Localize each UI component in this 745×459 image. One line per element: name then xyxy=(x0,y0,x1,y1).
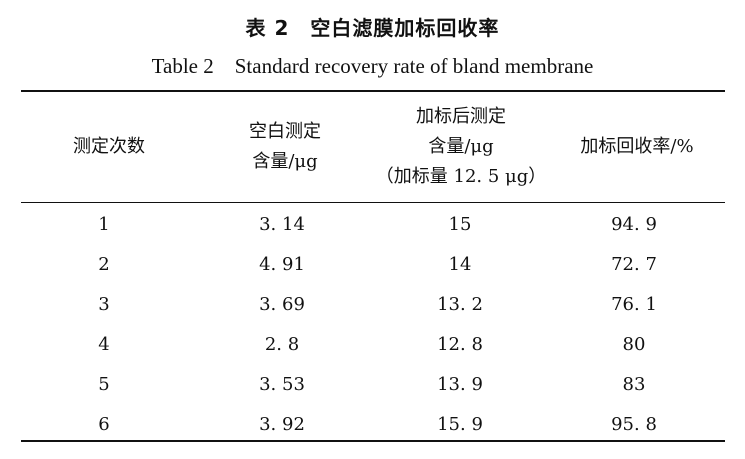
table-cell: 4. 91 xyxy=(259,253,305,275)
table-bottom-rule xyxy=(21,440,725,442)
table-cell: 14 xyxy=(448,253,472,275)
table-cell: 15 xyxy=(448,213,472,235)
header-cell-trial: 测定次数 xyxy=(21,132,197,162)
table-cell: 94. 9 xyxy=(611,213,657,235)
table-row: 1 3. 14 15 94. 9 xyxy=(21,204,725,244)
table-row: 6 3. 92 15. 9 95. 8 xyxy=(21,404,725,444)
header-text: 含量/μg xyxy=(428,136,494,157)
table-cell: 2 xyxy=(98,253,110,275)
table-cell: 72. 7 xyxy=(611,253,657,275)
table-top-rule xyxy=(21,90,725,92)
table-row: 4 2. 8 12. 8 80 xyxy=(21,324,725,364)
table-cell: 76. 1 xyxy=(611,293,657,315)
table-header-rule xyxy=(21,202,725,203)
table-cell: 6 xyxy=(98,413,110,435)
header-cell-spiked-content: 加标后测定 含量/μg （加标量 12. 5 μg） xyxy=(373,102,549,192)
table-cell: 3. 69 xyxy=(259,293,305,315)
header-cell-blank-content: 空白测定 含量/μg xyxy=(197,117,373,177)
header-text: 加标后测定 xyxy=(416,106,506,127)
table-cell: 83 xyxy=(622,373,646,395)
header-text: 测定次数 xyxy=(73,136,145,157)
table-row: 5 3. 53 13. 9 83 xyxy=(21,364,725,404)
header-cell-recovery-rate: 加标回收率/% xyxy=(549,132,725,162)
table-caption-cn: 表 2 空白滤膜加标回收率 xyxy=(245,16,500,40)
table-cell: 5 xyxy=(98,373,110,395)
table-cell: 3. 14 xyxy=(259,213,305,235)
table-cell: 3 xyxy=(98,293,110,315)
table-cell: 13. 9 xyxy=(437,373,483,395)
table-cell: 13. 2 xyxy=(437,293,483,315)
table-cell: 1 xyxy=(98,213,110,235)
table-cell: 3. 92 xyxy=(259,413,305,435)
table-cell: 80 xyxy=(622,333,646,355)
table-cell: 12. 8 xyxy=(437,333,483,355)
table-body: 1 3. 14 15 94. 9 2 4. 91 14 72. 7 3 3. 6… xyxy=(21,204,725,444)
table-cell: 2. 8 xyxy=(264,333,300,355)
table-caption-en: Table 2 Standard recovery rate of bland … xyxy=(151,54,594,78)
table-cell: 15. 9 xyxy=(437,413,483,435)
header-text: 含量/μg xyxy=(252,151,318,172)
header-text: 空白测定 xyxy=(249,121,321,142)
header-text: （加标量 12. 5 μg） xyxy=(375,166,547,187)
table-row: 3 3. 69 13. 2 76. 1 xyxy=(21,284,725,324)
table-row: 2 4. 91 14 72. 7 xyxy=(21,244,725,284)
table-cell: 4 xyxy=(98,333,110,355)
table-cell: 95. 8 xyxy=(611,413,657,435)
table-cell: 3. 53 xyxy=(259,373,305,395)
header-text: 加标回收率/% xyxy=(580,136,694,157)
